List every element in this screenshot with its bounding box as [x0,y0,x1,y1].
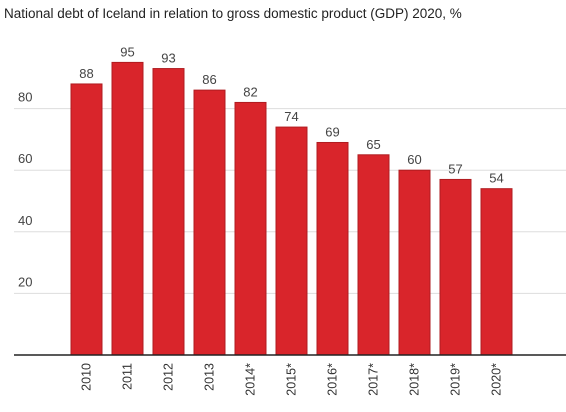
bar-2014* [234,101,267,356]
y-tick-label-80: 80 [18,90,32,105]
bar-2012 [152,68,185,356]
x-tick-label-2020*: 2020* [490,363,504,396]
bar-2015* [275,126,308,356]
x-tick-label-2016*: 2016* [326,363,340,396]
bar-2019* [439,178,472,356]
data-label-2016*: 69 [325,124,339,139]
data-labels: 88 95 93 86 82 74 69 65 60 57 54 [79,44,503,185]
bars [70,61,513,356]
data-label-2010: 88 [79,66,93,81]
data-label-2017*: 65 [366,137,380,152]
x-tick-label-2012: 2012 [162,363,176,391]
data-label-2020*: 54 [489,171,503,186]
x-tick-label-2013: 2013 [203,363,217,391]
x-tick-label-2011: 2011 [121,363,135,390]
bar-2011 [111,61,144,356]
y-axis-tick-labels: 20 40 60 80 [18,90,32,290]
x-tick-label-2014*: 2014* [244,363,258,396]
x-tick-label-2018*: 2018* [408,363,422,396]
x-tick-label-2015*: 2015* [285,363,299,396]
y-tick-label-20: 20 [18,274,32,289]
data-label-2014*: 82 [243,84,257,99]
bar-2020* [480,188,513,356]
bar-2013 [193,89,226,356]
y-tick-label-40: 40 [18,213,32,228]
data-label-2015*: 74 [284,109,298,124]
data-label-2013: 86 [202,72,216,87]
bar-2010 [70,83,103,356]
data-label-2011: 95 [120,44,134,59]
bar-2018* [398,169,431,356]
data-label-2018*: 60 [407,152,421,167]
chart-title: National debt of Iceland in relation to … [4,6,462,21]
x-tick-label-2017*: 2017* [367,363,381,396]
bar-2017* [357,154,390,356]
y-tick-label-60: 60 [18,151,32,166]
x-tick-label-2019*: 2019* [449,363,463,396]
x-tick-label-2010: 2010 [80,363,94,391]
bar-2016* [316,141,349,356]
x-axis-category-labels: 2010 2011 2012 2013 2014* 2015* 2016* 2017* 2018… [80,363,504,396]
data-label-2019*: 57 [448,161,462,176]
data-label-2012: 93 [161,51,175,66]
